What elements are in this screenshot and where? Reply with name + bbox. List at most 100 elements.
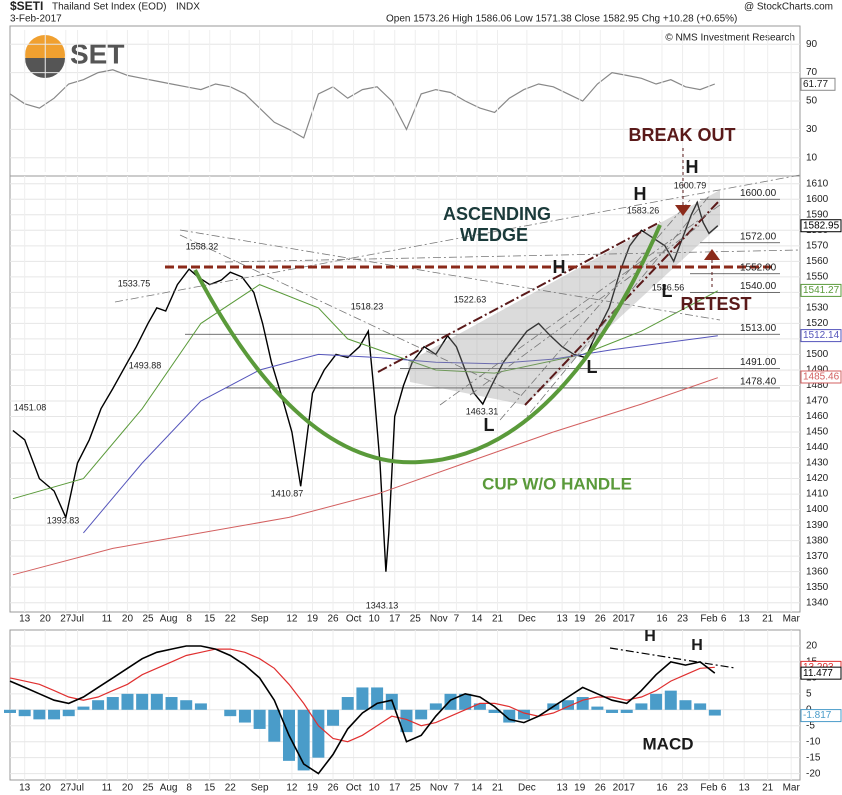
- x-tick-label: 10: [369, 783, 381, 794]
- arrow-up: [704, 249, 720, 260]
- y-tick-label: 1370: [806, 551, 829, 562]
- annotation: H: [691, 637, 703, 654]
- x-tick-label: 11: [102, 614, 113, 625]
- x-tick-label: Aug: [160, 783, 178, 794]
- y-tick-label: 1610: [806, 178, 829, 189]
- y-tick-label: 20: [806, 641, 818, 652]
- wedge-top: [377, 221, 661, 373]
- x-tick-label: 7: [454, 614, 460, 625]
- histogram-bar: [459, 693, 472, 710]
- y-tick-label: 1480: [806, 380, 829, 391]
- histogram-bar: [606, 709, 619, 713]
- value-tag: [800, 666, 842, 680]
- x-tick-label: 26: [595, 614, 607, 625]
- histogram-bar: [664, 690, 677, 710]
- value-tag-label: 11.477: [803, 668, 833, 679]
- histogram-bar: [238, 709, 251, 723]
- y-tick-label: -5: [806, 720, 815, 731]
- histogram-bar: [400, 709, 413, 733]
- histogram-bar: [150, 693, 163, 710]
- histogram-bar: [708, 709, 721, 716]
- y-tick-label: 1460: [806, 411, 829, 422]
- level-label: 1540.00: [740, 281, 777, 292]
- histogram-bar: [561, 700, 574, 710]
- x-tick-label: 23: [677, 783, 689, 794]
- x-tick-label: Oct: [346, 614, 362, 625]
- y-tick-label: 1400: [806, 504, 829, 515]
- exchange: INDX: [176, 2, 200, 13]
- y-tick-label: 1380: [806, 535, 829, 546]
- value-tag-label: 61.77: [803, 79, 828, 90]
- value-tag-label: 1512.14: [803, 330, 840, 341]
- x-tick-label: 25: [142, 614, 154, 625]
- x-tick-label: 13: [19, 614, 31, 625]
- value-tag: [800, 329, 842, 343]
- value-tag-label: -1.817: [803, 710, 832, 721]
- histogram-bar: [92, 700, 105, 710]
- credit: © NMS Investment Research: [665, 33, 795, 44]
- y-tick-label: 1390: [806, 520, 829, 531]
- x-tick-label: 21: [492, 614, 504, 625]
- x-tick-label: 25: [410, 614, 422, 625]
- price-label: 1393.83: [47, 515, 80, 525]
- value-tag: [800, 219, 842, 233]
- x-tick-label: 19: [307, 614, 319, 625]
- y-tick-label: 90: [806, 39, 818, 50]
- price-label: 1583.26: [627, 205, 660, 215]
- x-tick-label: 26: [327, 783, 339, 794]
- histogram-bar: [4, 709, 16, 713]
- arrow-down: [675, 205, 691, 216]
- x-tick-label: 15: [204, 783, 216, 794]
- y-tick-label: 1530: [806, 303, 829, 314]
- level-label: 1572.00: [740, 231, 777, 242]
- histogram-bar: [517, 709, 530, 720]
- annotation: BREAK OUT: [629, 125, 736, 145]
- x-tick-label: Mar: [783, 783, 801, 794]
- x-tick-label: 17: [389, 783, 401, 794]
- histogram-bar: [327, 709, 340, 726]
- histogram-bar: [503, 709, 516, 723]
- histogram-bar: [268, 709, 281, 742]
- x-tick-label: Nov: [430, 614, 448, 625]
- x-tick-label: Mar: [783, 614, 801, 625]
- price-label: 1343.13: [366, 600, 399, 610]
- histogram-bar: [488, 709, 501, 713]
- price-label: 1600.79: [674, 180, 707, 190]
- x-tick-label: 12: [286, 614, 298, 625]
- moving-average: [12, 377, 718, 576]
- price-label: 1536.56: [652, 282, 685, 292]
- level-label: 1513.00: [740, 323, 777, 334]
- y-tick-label: 1570: [806, 240, 829, 251]
- y-tick-label: 1490: [806, 365, 829, 376]
- price-label: 1522.63: [454, 294, 487, 304]
- x-tick-label: 21: [492, 783, 504, 794]
- y-tick-label: 1470: [806, 396, 829, 407]
- histogram-bar: [136, 693, 149, 710]
- value-tag-label: 1582.95: [803, 220, 840, 231]
- histogram-bar: [48, 709, 61, 720]
- y-tick-label: 1440: [806, 442, 829, 453]
- x-tick-label: Oct: [346, 783, 362, 794]
- annotation: L: [662, 281, 673, 301]
- y-tick-label: 1560: [806, 256, 829, 267]
- x-tick-label: 25: [410, 783, 422, 794]
- price-label: 1533.75: [118, 278, 151, 288]
- histogram-bar: [297, 709, 310, 771]
- x-tick-label: Nov: [430, 783, 448, 794]
- price-label: 1451.08: [14, 402, 47, 412]
- value-tag: [800, 709, 842, 723]
- histogram-bar: [121, 693, 134, 710]
- trendline: [499, 199, 691, 421]
- x-tick-label: 22: [225, 783, 237, 794]
- y-tick-label: 10: [806, 152, 818, 163]
- level-label: 1552.00: [740, 262, 777, 273]
- x-tick-label: Jul: [71, 783, 84, 794]
- histogram-bar: [415, 709, 428, 720]
- y-tick-label: 1590: [806, 209, 829, 220]
- annotation: L: [484, 415, 495, 435]
- y-tick-label: 5: [806, 688, 812, 699]
- x-tick-label: Feb: [700, 783, 718, 794]
- x-tick-label: 10: [369, 614, 381, 625]
- y-tick-label: -10: [806, 736, 821, 747]
- histogram-bar: [356, 687, 369, 710]
